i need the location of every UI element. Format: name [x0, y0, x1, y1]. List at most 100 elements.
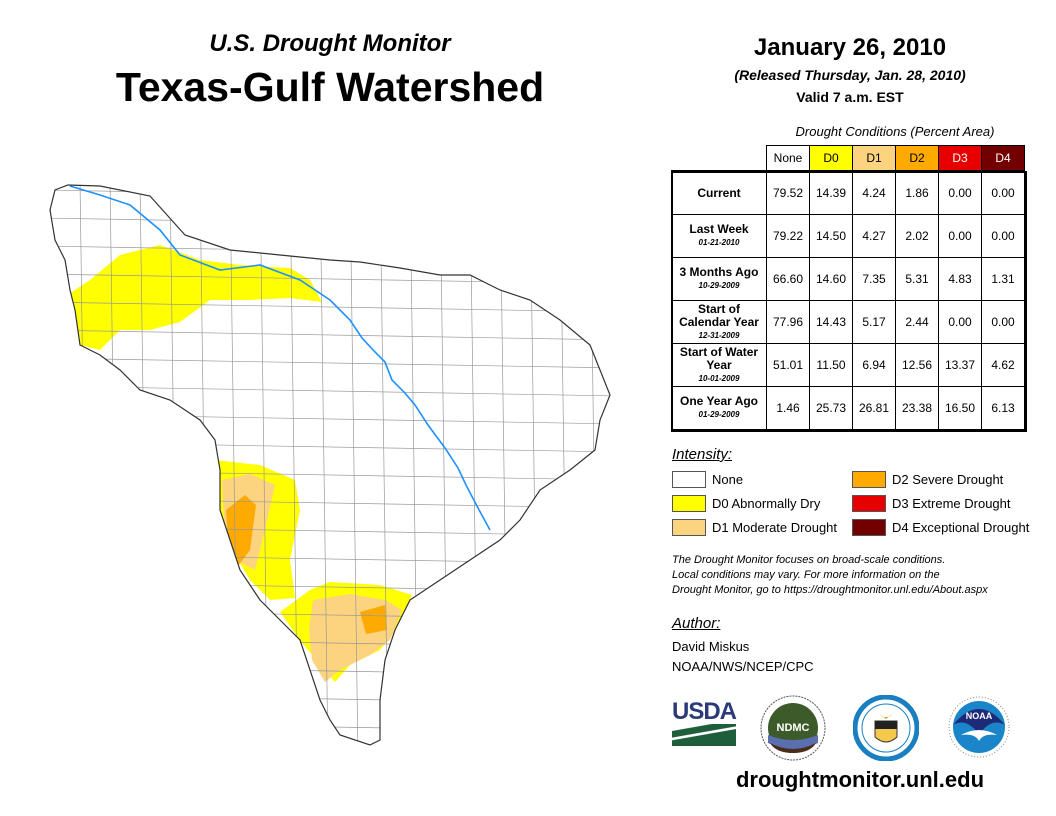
d2-region-southwest: [226, 495, 256, 566]
d0-region-north: [60, 245, 322, 350]
legend-label: D2 Severe Drought: [892, 472, 1004, 487]
table-cell: 2.02: [895, 214, 939, 258]
table-cell: 12.56: [895, 343, 939, 387]
table-cell: 79.52: [766, 170, 810, 215]
table-cell: 23.38: [895, 386, 939, 430]
legend-swatch: [672, 471, 706, 488]
col-d2: D2: [895, 145, 939, 172]
table-cell: 4.83: [938, 257, 982, 301]
county-line: [50, 301, 610, 313]
svg-text:NOAA: NOAA: [966, 711, 993, 721]
table-cell: 5.31: [895, 257, 939, 301]
drought-conditions-table: None D0 D1 D2 D3 D4 Current 79.52 14.39 4.2…: [671, 145, 1025, 430]
county-line: [589, 185, 599, 745]
legend-item: D3 Extreme Drought: [852, 495, 1011, 512]
county-line: [319, 185, 329, 745]
table-cell: 0.00: [938, 214, 982, 258]
commerce-seal-logo: [853, 695, 919, 761]
footer-url[interactable]: droughtmonitor.unl.edu: [735, 767, 985, 792]
table-cell: 0.00: [981, 300, 1025, 344]
row-label: Current: [671, 170, 767, 215]
county-line: [50, 185, 59, 745]
row-date: 01-29-2009: [698, 410, 740, 419]
col-d3: D3: [938, 145, 982, 172]
table-cell: 1.31: [981, 257, 1025, 301]
table-cell: 7.35: [852, 257, 896, 301]
table-cell: 77.96: [766, 300, 810, 344]
legend-title: Intensity:: [672, 446, 733, 463]
table-caption: Drought Conditions (Percent Area): [795, 124, 995, 139]
county-line: [349, 185, 359, 745]
legend-swatch: [852, 471, 886, 488]
table-cell: 26.81: [852, 386, 896, 430]
map-title: Texas-Gulf Watershed: [115, 64, 545, 110]
table-cell: 16.50: [938, 386, 982, 430]
table-cell: 51.01: [766, 343, 810, 387]
release-date: (Released Thursday, Jan. 28, 2010): [734, 67, 966, 83]
row-date: 01-21-2010: [698, 238, 740, 247]
legend-swatch: [672, 495, 706, 512]
row-label-text: 3 Months Ago: [679, 265, 759, 279]
table-cell: 11.50: [809, 343, 853, 387]
usda-logo: USDA: [672, 700, 737, 748]
row-date: 12-31-2009: [698, 330, 740, 340]
table-cell: 13.37: [938, 343, 982, 387]
row-label-text: Start of Calendar Year: [679, 301, 759, 329]
table-cell: 4.62: [981, 343, 1025, 387]
legend-label: D4 Exceptional Drought: [892, 520, 1030, 535]
county-line: [40, 750, 620, 760]
county-line: [50, 357, 610, 369]
river: [69, 185, 491, 531]
author-heading: Author:: [672, 615, 721, 632]
table-row: One Year Ago 01-29-2009 1.46 25.73 26.81 23.3…: [671, 386, 1025, 430]
county-line: [50, 329, 610, 341]
table-cell: 6.94: [852, 343, 896, 387]
row-label: One Year Ago 01-29-2009: [671, 386, 767, 430]
valid-time: Valid 7 a.m. EST: [796, 89, 904, 105]
table-cell: 25.73: [809, 386, 853, 430]
table-cell: 6.13: [981, 386, 1025, 430]
col-none: None: [766, 145, 810, 172]
note-line: Drought Monitor, go to https://droughtmo…: [672, 584, 988, 596]
legend-item: D0 Abnormally Dry: [672, 495, 820, 512]
legend-item: None: [672, 471, 743, 488]
county-line: [50, 721, 610, 733]
table-cell: 4.27: [852, 214, 896, 258]
row-date: 10-01-2009: [698, 373, 740, 383]
col-d4: D4: [981, 145, 1025, 172]
ndmc-logo: NDMC: [760, 695, 826, 761]
row-label: 3 Months Ago 10-29-2009: [671, 257, 767, 301]
d2-region-south: [360, 605, 387, 634]
table-row: Start of Water Year 10-01-2009 51.01 11.50 6…: [671, 343, 1025, 387]
row-date: 10-29-2009: [698, 281, 740, 290]
table-cell: 14.50: [809, 214, 853, 258]
author-name: David Miskus: [672, 639, 750, 654]
row-label-text: One Year Ago: [679, 394, 759, 408]
table-cell: 0.00: [981, 214, 1025, 258]
noaa-logo: NOAA: [948, 696, 1010, 758]
table-cell: 1.86: [895, 170, 939, 215]
row-label-text: Start of Water Year: [679, 344, 759, 372]
legend-item: D1 Moderate Drought: [672, 519, 837, 536]
table-cell: 2.44: [895, 300, 939, 344]
table-cell: 5.17: [852, 300, 896, 344]
table-cell: 0.00: [981, 170, 1025, 215]
table-cell: 0.00: [938, 170, 982, 215]
map-subtitle: U.S. Drought Monitor: [209, 30, 451, 57]
table-cell: 1.46: [766, 386, 810, 430]
table-cell: 79.22: [766, 214, 810, 258]
author-org: NOAA/NWS/NCEP/CPC: [672, 659, 814, 674]
legend-label: None: [712, 472, 744, 487]
legend-label: D1 Moderate Drought: [712, 520, 838, 535]
table-row: 3 Months Ago 10-29-2009 66.60 14.60 7.35 5.31…: [671, 257, 1025, 301]
map-date: January 26, 2010: [753, 34, 947, 61]
legend-label: D3 Extreme Drought: [892, 496, 1011, 511]
author-info: David Miskus NOAA/NWS/NCEP/CPC: [672, 637, 814, 677]
legend-item: D4 Exceptional Drought: [852, 519, 1029, 536]
table-cell: 14.43: [809, 300, 853, 344]
table-cell: 14.60: [809, 257, 853, 301]
legend-swatch: [852, 495, 886, 512]
col-d0: D0: [809, 145, 853, 172]
watershed-map: [40, 184, 620, 760]
table-cell: 14.39: [809, 170, 853, 215]
